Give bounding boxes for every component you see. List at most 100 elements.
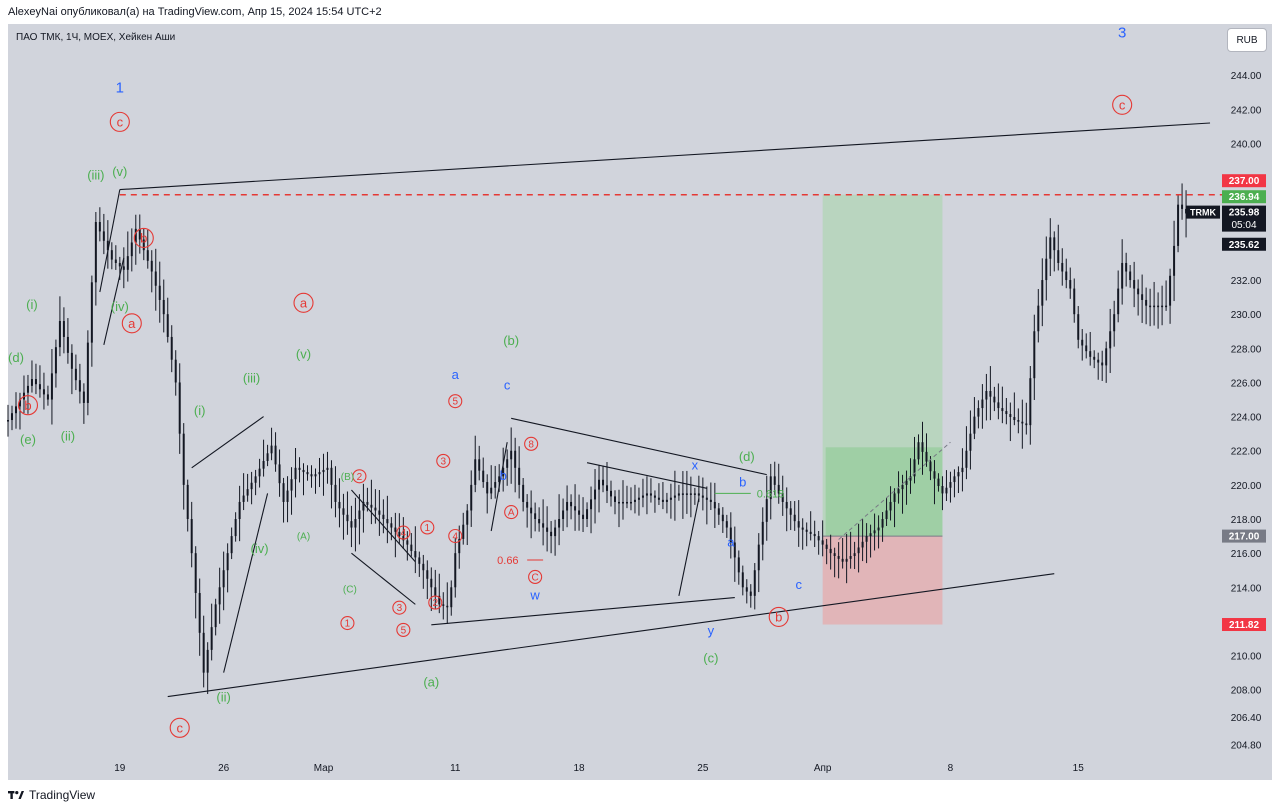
candle-body [530,507,533,514]
wave-label-circle [448,528,463,544]
candle-body [230,536,233,554]
chart-area[interactable] [8,24,1272,780]
candle-body [206,649,209,673]
candle-body [901,484,904,490]
candle-body [1033,331,1036,379]
candle-body [570,501,573,507]
candle-body [865,536,868,542]
wave-label-circle [352,469,367,484]
candle-body [1001,408,1004,412]
wave-label-circle [293,292,314,313]
price-tag [1222,205,1266,232]
price-tick-label: 242.00 [1231,105,1262,116]
candle-body [74,368,77,381]
price-tag-text: 236.94 [1229,192,1260,203]
candle-body [474,459,477,485]
wave-label: 1 [425,523,431,534]
candle-body [454,553,457,588]
wave-label: (iv) [251,541,269,556]
candle-body [286,490,289,502]
trendline [351,552,416,605]
wave-label: 2 [433,598,439,609]
trendline [586,462,707,489]
candle-body [62,321,65,337]
candle-body [989,391,992,397]
candle-body [1113,314,1116,332]
candle-body [294,467,297,480]
candle-body [1049,237,1052,259]
candle-body [510,450,513,460]
candle-body [1073,288,1076,315]
candle-body [126,256,129,270]
wave-label: a [727,534,735,549]
price-tick-label: 208.00 [1231,686,1262,697]
currency-button[interactable]: RUB [1227,28,1267,52]
candle-body [450,587,453,608]
candle-body [18,399,21,407]
candle-body [937,478,940,487]
candle-body [370,504,373,508]
candle-body [1077,314,1080,340]
candle-body [969,433,972,451]
candle-body [789,508,792,515]
candle-body [929,461,932,472]
candle-body [7,420,9,422]
candle-body [382,514,385,520]
trendline [191,416,264,469]
candle-body [354,519,357,528]
candle-body [1177,204,1180,246]
candle-body [849,556,852,559]
candle-body [66,336,69,353]
candle-body [1053,237,1056,251]
candle-body [146,250,149,261]
candle-body [1149,305,1152,308]
candle-body [166,314,169,337]
wave-labels: 1 3 c c c b a a b b (iii) (v) (iv) (i) (d) (e) (ii) (iii)… [8,25,1133,738]
time-tick-label: 26 [218,763,230,774]
wave-label: b [739,475,746,490]
candle-body [610,490,613,497]
publisher-line: AlexeyNai опубликовал(а) на TradingView.… [8,6,382,18]
candle-body [82,391,85,403]
candle-body [669,497,672,500]
wave-label: b [500,468,507,483]
candle-body [709,499,712,502]
wave-label: b [24,398,31,413]
wave-label: b [775,609,782,624]
candle-body [681,493,684,495]
candle-body [961,467,964,473]
candle-body [941,486,944,494]
candle-body [398,531,401,537]
candle-body [1141,294,1144,300]
candle-body [266,453,269,461]
price-tag [1222,190,1266,204]
candle-body [957,472,960,477]
candle-body [390,523,393,528]
candle-body [1065,271,1068,281]
candle-body [925,451,928,462]
time-tick-label: Мар [314,763,334,774]
candle-body [805,529,808,532]
candle-body [614,496,616,502]
candle-body [1097,359,1100,363]
candle-body [470,484,473,511]
candle-body [993,396,996,403]
wave-label: 3 [441,456,447,467]
wave-label: (i) [26,297,38,312]
candle-body [1153,305,1156,308]
wave-label: 4 [452,532,458,543]
price-tick-label: 210.00 [1231,652,1262,663]
candle-body [701,495,704,498]
wave-label: 2 [357,472,363,483]
time-tick-label: 11 [450,763,461,774]
trendline [223,493,269,673]
wave-label: C [532,572,539,583]
trendline [99,189,121,293]
wave-label: (ii) [216,690,230,705]
candle-body [190,519,193,554]
candle-body [757,544,760,571]
candle-body [298,467,301,470]
candle-body [102,231,105,241]
time-tick-label: 8 [948,763,954,774]
